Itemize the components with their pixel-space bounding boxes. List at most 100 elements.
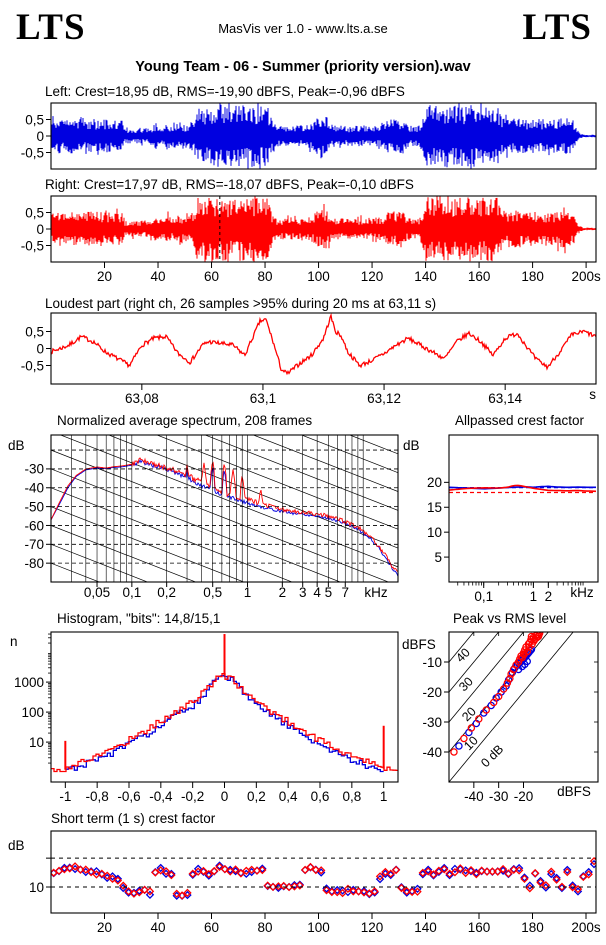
svg-text:20: 20 (97, 269, 112, 284)
svg-text:-0,4: -0,4 (149, 789, 173, 804)
svg-text:1: 1 (244, 585, 252, 600)
svg-text:15: 15 (427, 500, 442, 515)
svg-text:-0,5: -0,5 (21, 358, 44, 373)
svg-text:3: 3 (299, 585, 307, 600)
svg-text:-30: -30 (422, 715, 442, 730)
svg-text:20: 20 (97, 920, 112, 935)
svg-text:40: 40 (151, 269, 166, 284)
svg-text:1000: 1000 (14, 675, 44, 690)
svg-text:10: 10 (29, 735, 44, 750)
svg-text:0,5: 0,5 (25, 205, 44, 220)
spectrum-title: Normalized average spectrum, 208 frames (57, 413, 313, 428)
svg-text:dBFS: dBFS (557, 784, 591, 799)
svg-text:s: s (589, 387, 596, 402)
svg-text:-30: -30 (489, 789, 509, 804)
svg-text:0,5: 0,5 (25, 324, 44, 339)
svg-text:-1: -1 (59, 789, 71, 804)
svg-text:0,5: 0,5 (203, 585, 222, 600)
svg-text:63,14: 63,14 (488, 391, 522, 406)
svg-text:30: 30 (456, 674, 476, 694)
svg-text:40: 40 (150, 920, 165, 935)
file-title: Young Team - 06 - Summer (priority versi… (135, 59, 471, 75)
svg-text:100: 100 (21, 705, 44, 720)
svg-text:1: 1 (530, 589, 538, 604)
histogram-title: Histogram, "bits": 14,8/15,1 (57, 611, 221, 626)
svg-text:-30: -30 (24, 462, 44, 477)
app-version-text: MasVis ver 1.0 - www.lts.a.se (218, 21, 388, 36)
svg-text:0,2: 0,2 (157, 585, 176, 600)
left-channel-stats: Left: Crest=18,95 dB, RMS=-19,90 dBFS, P… (45, 84, 405, 99)
svg-text:10: 10 (427, 525, 442, 540)
svg-text:-0,5: -0,5 (21, 238, 44, 253)
svg-text:7: 7 (342, 585, 350, 600)
svg-text:160: 160 (468, 269, 491, 284)
svg-text:-20: -20 (514, 789, 534, 804)
short-term-crest-title: Short term (1 s) crest factor (51, 811, 216, 826)
svg-text:-80: -80 (24, 556, 44, 571)
svg-text:-0,6: -0,6 (117, 789, 140, 804)
lts-logo-left: LTS (16, 7, 86, 48)
svg-text:0: 0 (36, 341, 44, 356)
right-channel-stats: Right: Crest=17,97 dB, RMS=-18,07 dBFS, … (45, 177, 414, 192)
svg-text:63,12: 63,12 (367, 391, 401, 406)
svg-text:200s: 200s (571, 920, 601, 935)
svg-text:180: 180 (521, 269, 544, 284)
svg-text:-40: -40 (422, 745, 442, 760)
svg-text:100: 100 (307, 269, 330, 284)
peak-vs-rms-title: Peak vs RMS level (453, 611, 567, 626)
allpassed-crest-title: Allpassed crest factor (455, 413, 585, 428)
svg-text:0,6: 0,6 (311, 789, 330, 804)
svg-text:-50: -50 (24, 499, 44, 514)
svg-text:-0,2: -0,2 (181, 789, 204, 804)
svg-text:10: 10 (29, 880, 44, 895)
lts-logo-right: LTS (522, 7, 592, 48)
svg-text:0: 0 (221, 789, 229, 804)
svg-text:4: 4 (313, 585, 321, 600)
svg-text:60: 60 (204, 269, 219, 284)
svg-text:120: 120 (361, 269, 384, 284)
svg-text:180: 180 (521, 920, 544, 935)
svg-text:0,1: 0,1 (122, 585, 141, 600)
svg-text:60: 60 (204, 920, 219, 935)
svg-text:-40: -40 (464, 789, 484, 804)
svg-text:n: n (10, 634, 18, 649)
svg-text:dBFS: dBFS (402, 637, 436, 652)
svg-text:0,5: 0,5 (25, 112, 44, 127)
svg-text:63,08: 63,08 (125, 391, 159, 406)
svg-text:-20: -20 (422, 685, 442, 700)
svg-text:kHz: kHz (570, 585, 593, 600)
svg-text:1: 1 (380, 789, 388, 804)
svg-text:80: 80 (258, 269, 273, 284)
svg-text:2: 2 (279, 585, 287, 600)
svg-text:140: 140 (414, 920, 437, 935)
svg-text:kHz: kHz (364, 585, 387, 600)
svg-text:200s: 200s (571, 269, 601, 284)
svg-text:10: 10 (461, 733, 481, 753)
svg-text:0,4: 0,4 (279, 789, 298, 804)
svg-text:20: 20 (427, 475, 442, 490)
svg-text:40: 40 (453, 645, 473, 665)
svg-text:5: 5 (325, 585, 333, 600)
svg-text:-70: -70 (24, 537, 44, 552)
svg-text:120: 120 (361, 920, 384, 935)
svg-text:-40: -40 (24, 481, 44, 496)
svg-text:0,8: 0,8 (342, 789, 361, 804)
svg-text:2: 2 (545, 589, 553, 604)
svg-text:0,1: 0,1 (474, 589, 493, 604)
loudest-part-title: Loudest part (right ch, 26 samples >95% … (45, 296, 437, 311)
svg-text:80: 80 (257, 920, 272, 935)
svg-text:63,1: 63,1 (250, 391, 276, 406)
svg-text:dB: dB (403, 438, 420, 453)
svg-text:160: 160 (468, 920, 491, 935)
svg-text:-0,8: -0,8 (86, 789, 109, 804)
svg-text:0,05: 0,05 (84, 585, 110, 600)
svg-text:0: 0 (36, 129, 44, 144)
svg-text:0: 0 (36, 222, 44, 237)
svg-text:dB: dB (8, 838, 25, 853)
svg-text:140: 140 (414, 269, 437, 284)
svg-text:-10: -10 (422, 655, 442, 670)
svg-text:0 dB: 0 dB (478, 742, 506, 770)
svg-text:-0,5: -0,5 (21, 145, 44, 160)
